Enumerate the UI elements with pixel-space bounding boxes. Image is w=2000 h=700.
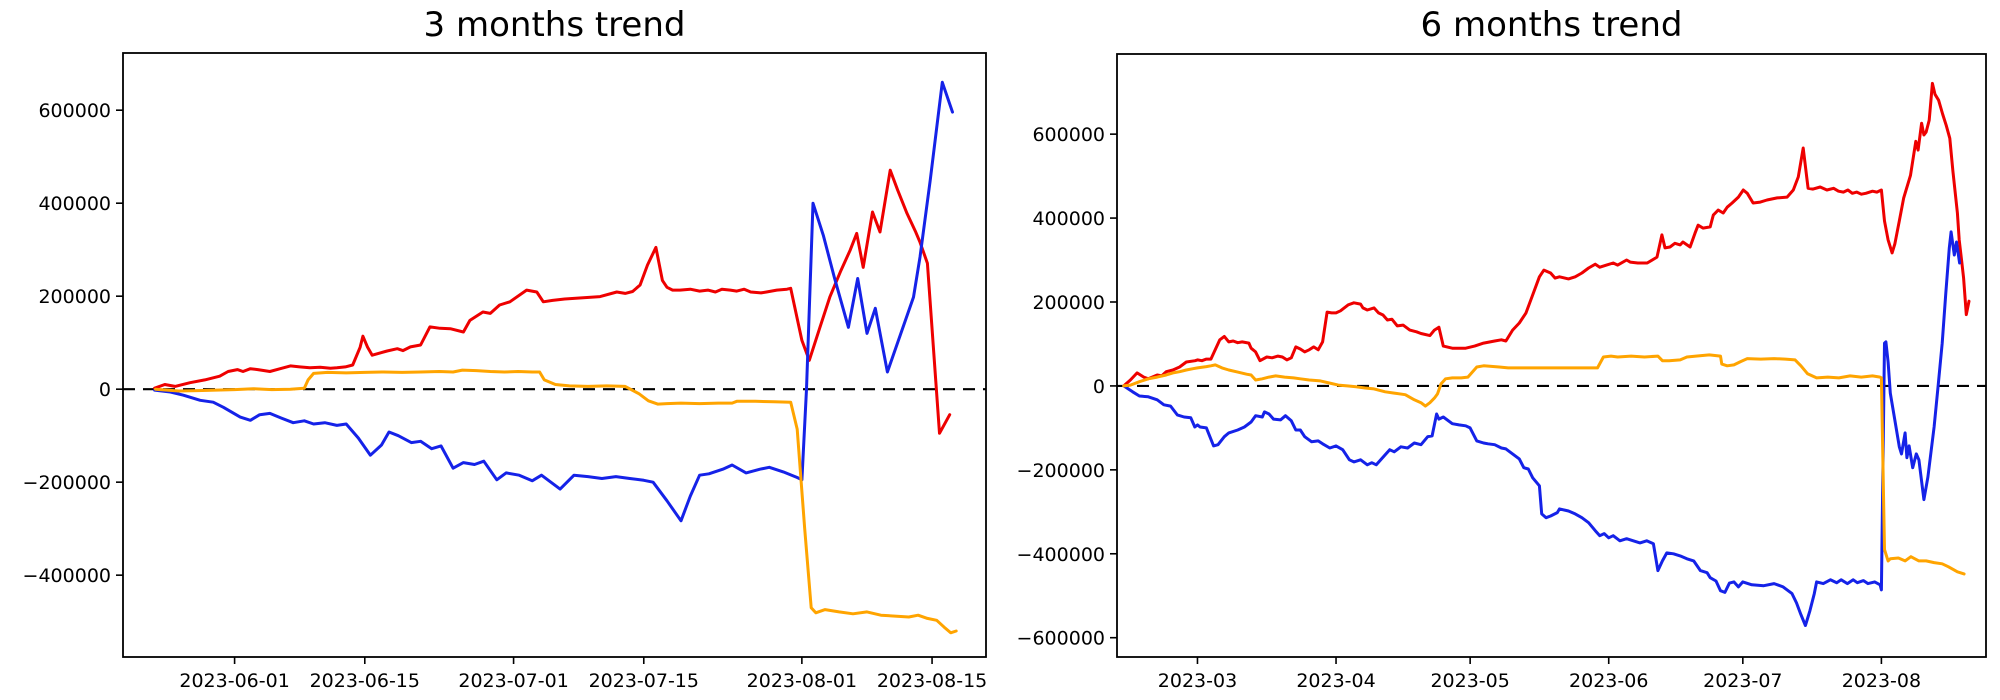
six-months-trend-y-tick-label: 400000 xyxy=(1032,208,1105,230)
three-months-trend-x-tick-label: 2023-08-01 xyxy=(747,670,857,692)
three-months-trend-y-tick-label: 600000 xyxy=(38,100,111,122)
six-months-trend-x-tick-label: 2023-05 xyxy=(1430,670,1509,692)
six-months-trend-x-tick-label: 2023-04 xyxy=(1296,670,1375,692)
three-months-trend-red-line xyxy=(153,168,952,435)
six-months-trend-orange-line xyxy=(1122,353,1966,576)
three-months-trend-y-tick-label: 200000 xyxy=(38,286,111,308)
six-months-trend-y-tick-label: 200000 xyxy=(1032,292,1105,314)
six-months-trend-y-tick-label: 600000 xyxy=(1032,124,1105,146)
three-months-trend-y-tick-label: −400000 xyxy=(23,565,111,587)
three-months-trend-x-tick-label: 2023-07-15 xyxy=(589,670,699,692)
three-months-trend-y-tick-label: 400000 xyxy=(38,193,111,215)
three-months-trend-orange-line xyxy=(154,368,958,635)
three-months-trend-axes-frame xyxy=(122,52,987,658)
three-months-trend-blue-line xyxy=(153,80,954,523)
six-months-trend-x-tick-label: 2023-07 xyxy=(1703,670,1782,692)
three-months-trend-x-tick-label: 2023-06-15 xyxy=(310,670,420,692)
chart-title-6-months: 6 months trend xyxy=(1420,5,1683,45)
six-months-trend-y-tick-label: −400000 xyxy=(1017,544,1105,566)
six-months-trend-y-tick-label: −200000 xyxy=(1017,460,1105,482)
six-months-trend-y-tick-label: −600000 xyxy=(1017,628,1105,650)
six-months-trend-axes-frame xyxy=(1116,53,1987,658)
six-months-trend-x-tick-label: 2023-03 xyxy=(1158,670,1237,692)
three-months-trend-x-tick-label: 2023-06-01 xyxy=(179,670,289,692)
three-months-trend-x-tick-label: 2023-08-15 xyxy=(877,670,987,692)
six-months-trend-x-tick-label: 2023-08 xyxy=(1842,670,1921,692)
six-months-trend-blue-line xyxy=(1122,230,1962,627)
three-months-trend-x-tick-label: 2023-07-01 xyxy=(458,670,568,692)
six-months-trend-x-tick-label: 2023-06 xyxy=(1569,670,1648,692)
six-months-trend-red-line xyxy=(1122,81,1971,388)
three-months-trend-y-tick-label: 0 xyxy=(99,379,111,401)
chart-title-3-months: 3 months trend xyxy=(423,5,686,45)
six-months-trend-y-tick-label: 0 xyxy=(1093,376,1105,398)
three-months-trend-y-tick-label: −200000 xyxy=(23,472,111,494)
